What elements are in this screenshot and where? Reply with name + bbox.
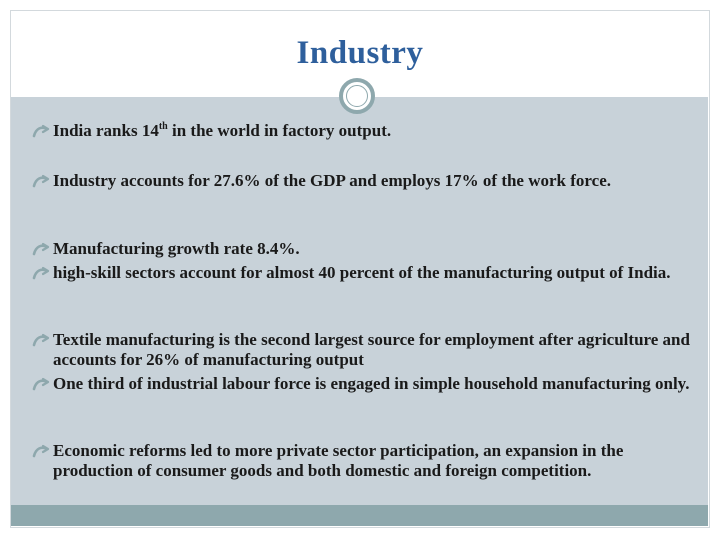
bullet-item-3: Manufacturing growth rate 8.4%. bbox=[32, 239, 692, 259]
bullet-item-6: One third of industrial labour force is … bbox=[32, 374, 692, 394]
bullet-text-5: Textile manufacturing is the second larg… bbox=[53, 330, 690, 369]
slide-frame bbox=[10, 10, 710, 528]
content-band bbox=[11, 97, 708, 505]
curly-arrow-bullet-icon bbox=[32, 242, 50, 256]
curly-arrow-bullet-icon bbox=[32, 333, 50, 347]
bullet-item-1: India ranks 14th in the world in factory… bbox=[32, 121, 692, 141]
bullet-item-2: Industry accounts for 27.6% of the GDP a… bbox=[32, 171, 692, 191]
curly-arrow-bullet-icon bbox=[32, 266, 50, 280]
bottom-bar bbox=[11, 505, 708, 526]
ring-ornament-icon bbox=[339, 78, 375, 114]
bullet-text-6: One third of industrial labour force is … bbox=[53, 374, 690, 393]
bullet-text-3: Manufacturing growth rate 8.4%. bbox=[53, 239, 300, 258]
curly-arrow-bullet-icon bbox=[32, 174, 50, 188]
bullet-text-1: India ranks 14th in the world in factory… bbox=[53, 121, 392, 140]
bullet-item-4: high-skill sectors account for almost 40… bbox=[32, 263, 692, 283]
bullet-text-4: high-skill sectors account for almost 40… bbox=[53, 263, 671, 282]
curly-arrow-bullet-icon bbox=[32, 377, 50, 391]
bullet-text-7: Economic reforms led to more private sec… bbox=[53, 441, 624, 480]
slide-title: Industry bbox=[296, 35, 424, 71]
curly-arrow-bullet-icon bbox=[32, 124, 50, 138]
curly-arrow-bullet-icon bbox=[32, 444, 50, 458]
bullet-item-5: Textile manufacturing is the second larg… bbox=[32, 330, 692, 370]
bullet-text-2: Industry accounts for 27.6% of the GDP a… bbox=[53, 171, 611, 190]
bullet-item-7: Economic reforms led to more private sec… bbox=[32, 441, 692, 481]
